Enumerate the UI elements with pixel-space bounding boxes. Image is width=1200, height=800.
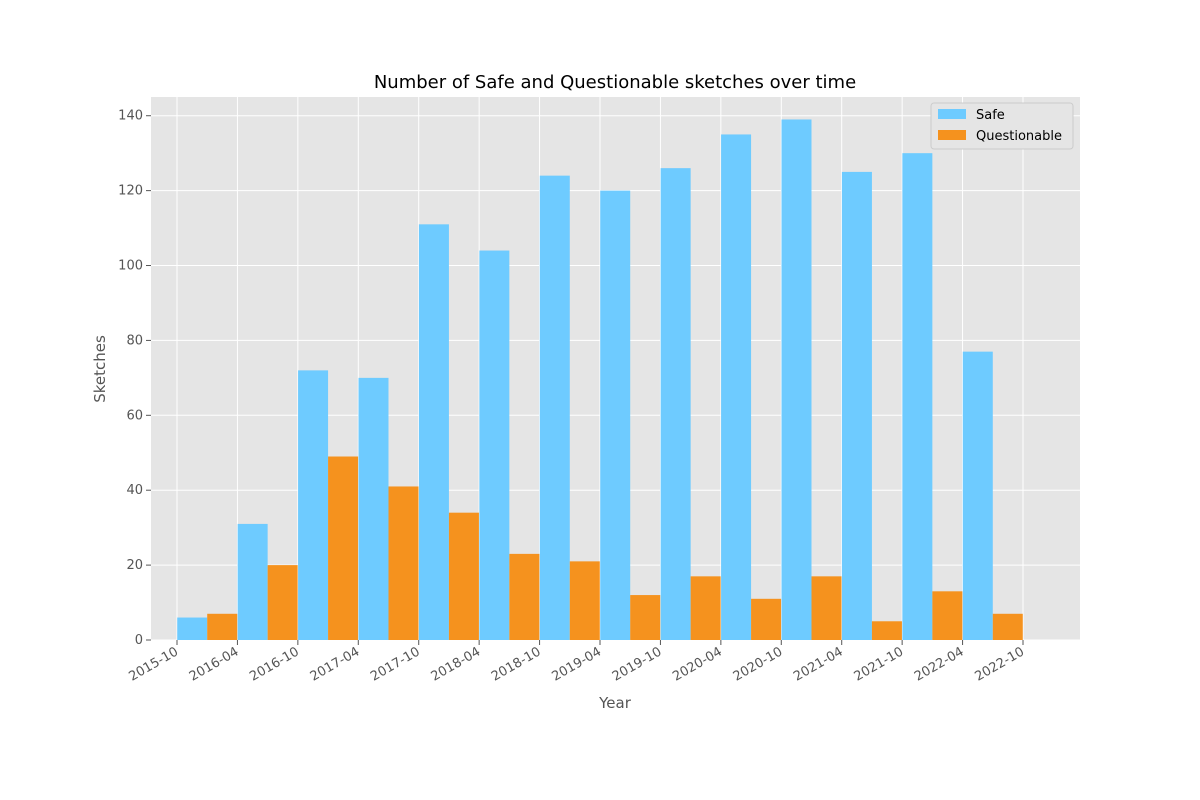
bar-questionable-2021-07 xyxy=(871,621,902,640)
y-tick-label: 100 xyxy=(118,259,143,274)
x-tick-label: 2017-10 xyxy=(368,644,423,684)
y-tick-label: 80 xyxy=(126,333,143,348)
bar-questionable-2018-07 xyxy=(509,553,540,640)
legend-swatch-safe xyxy=(938,109,966,119)
bar-questionable-2016-01 xyxy=(207,613,238,640)
x-tick-label: 2020-04 xyxy=(670,644,725,684)
bar-safe-2022-07 xyxy=(962,351,993,640)
bar-safe-2020-07 xyxy=(721,134,752,640)
bar-questionable-2020-01 xyxy=(690,576,721,640)
x-tick-label: 2020-10 xyxy=(731,644,786,684)
x-tick-label: 2021-04 xyxy=(791,644,846,684)
y-tick-label: 60 xyxy=(126,408,143,423)
bar-questionable-2022-01 xyxy=(932,591,963,640)
bar-questionable-2016-07 xyxy=(267,565,298,640)
x-tick-label: 2019-10 xyxy=(610,644,665,684)
bar-questionable-2019-01 xyxy=(569,561,600,640)
bar-safe-2019-07 xyxy=(600,190,631,640)
x-tick-label: 2022-10 xyxy=(972,644,1027,684)
bar-questionable-2017-07 xyxy=(388,486,419,640)
bar-safe-2016-07 xyxy=(237,523,268,640)
legend: Safe Questionable xyxy=(930,102,1074,150)
bar-questionable-2022-07 xyxy=(992,613,1023,640)
legend-swatch-questionable xyxy=(938,130,966,140)
bar-questionable-2019-07 xyxy=(630,595,661,640)
legend-label-safe: Safe xyxy=(976,108,1005,123)
y-tick-label: 120 xyxy=(118,184,143,199)
x-tick-label: 2021-10 xyxy=(852,644,907,684)
x-ticks: 2015-10 2016-04 2016-10 2017-04 2017-10 2018-… xyxy=(126,640,1027,685)
bar-questionable-2018-01 xyxy=(448,512,479,640)
bar-questionable-2017-01 xyxy=(328,456,359,640)
x-tick-label: 2019-04 xyxy=(549,644,604,684)
x-tick-label: 2016-10 xyxy=(247,644,302,684)
bar-questionable-2020-07 xyxy=(751,598,782,640)
bar-questionable-2021-01 xyxy=(811,576,842,640)
y-tick-label: 140 xyxy=(118,109,143,124)
bar-safe-2018-07 xyxy=(479,250,510,640)
bar-safe-2019-01 xyxy=(539,175,570,641)
x-tick-label: 2018-04 xyxy=(429,644,484,684)
bar-safe-2017-07 xyxy=(358,377,389,640)
y-ticks: 0 20 40 60 80 100 120 140 xyxy=(118,109,151,648)
bar-safe-2018-01 xyxy=(418,224,449,640)
chart-title: Number of Safe and Questionable sketches… xyxy=(374,72,856,93)
x-tick-label: 2017-04 xyxy=(308,644,363,684)
bars xyxy=(177,119,1023,641)
y-axis-label: Sketches xyxy=(91,335,109,403)
y-tick-label: 0 xyxy=(135,633,143,648)
bar-safe-2021-07 xyxy=(841,171,872,640)
y-tick-label: 40 xyxy=(126,483,143,498)
bar-safe-2017-01 xyxy=(298,370,329,640)
bar-safe-2016-01 xyxy=(177,617,208,640)
bar-safe-2022-01 xyxy=(902,153,933,640)
bar-safe-2021-01 xyxy=(781,119,812,640)
y-tick-label: 20 xyxy=(126,558,143,573)
legend-box xyxy=(930,102,1074,150)
x-tick-label: 2018-10 xyxy=(489,644,544,684)
legend-label-questionable: Questionable xyxy=(976,129,1062,144)
x-axis-label: Year xyxy=(598,694,632,712)
x-tick-label: 2016-04 xyxy=(187,644,242,684)
x-tick-label: 2015-10 xyxy=(126,644,181,684)
x-tick-label: 2022-04 xyxy=(912,644,967,684)
bar-safe-2020-01 xyxy=(660,168,691,640)
